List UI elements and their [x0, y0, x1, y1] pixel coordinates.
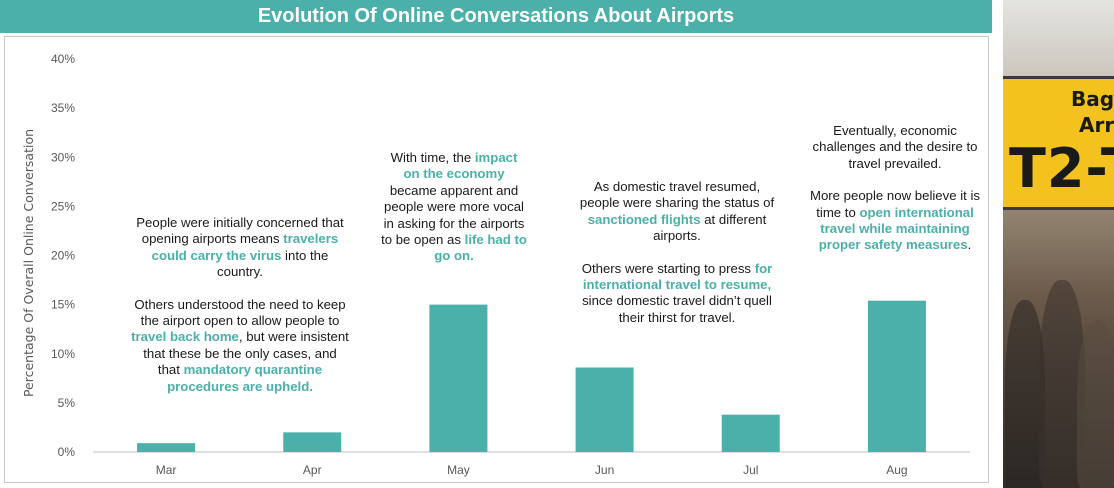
- bar-apr: [283, 432, 342, 452]
- terminal-sign: Bagg Arri T2-T: [1003, 76, 1114, 210]
- gridlines: [93, 451, 970, 453]
- x-tick-label: Aug: [886, 463, 907, 477]
- y-tick-label: 35%: [51, 101, 75, 115]
- annotation-aug-p1: Eventually, economic challenges and the …: [812, 123, 978, 171]
- sign-baggage-text: Bagg: [1071, 87, 1114, 111]
- x-tick-label: Mar: [156, 463, 177, 477]
- x-tick-label: Jun: [595, 463, 614, 477]
- bar-jul: [721, 414, 780, 452]
- bar-chart: 0% 5% 10% 15% 20% 25% 30% 35% 40% Mar Apr May Jun Ju…: [21, 52, 970, 477]
- annotation-jun-p1: As domestic travel resumed, people were …: [579, 179, 775, 244]
- y-axis-label: Percentage Of Overall Online Conversatio…: [21, 129, 36, 397]
- y-tick-label: 30%: [51, 150, 75, 164]
- y-axis-ticks: 0% 5% 10% 15% 20% 25% 30% 35% 40%: [51, 52, 75, 459]
- chart-frame: 0% 5% 10% 15% 20% 25% 30% 35% 40% Mar Apr May Jun Ju…: [4, 36, 989, 483]
- annotation-mar-apr-p1: People were initially concerned that ope…: [136, 215, 344, 280]
- x-axis-ticks: Mar Apr May Jun Jul Aug: [156, 463, 908, 477]
- annotation-may: With time, the impact on the economy bec…: [381, 150, 527, 265]
- sign-arrivals-text: Arri: [1079, 113, 1114, 137]
- annotation-may-p1: With time, the impact on the economy bec…: [381, 150, 527, 264]
- bar-may: [429, 304, 488, 452]
- y-tick-label: 5%: [58, 396, 76, 410]
- y-tick-label: 25%: [51, 199, 75, 213]
- y-tick-label: 0%: [58, 445, 76, 459]
- annotation-aug-p2: More people now believe it is time to op…: [809, 188, 981, 253]
- sign-terminal-text: T2-T: [1009, 137, 1114, 200]
- annotation-aug: Eventually, economic challenges and the …: [807, 123, 983, 254]
- crowd-silhouette: [1077, 320, 1114, 488]
- bar-aug: [867, 300, 926, 452]
- annotation-mar-apr: People were initially concerned that ope…: [131, 215, 349, 395]
- y-tick-label: 20%: [51, 249, 75, 263]
- y-tick-label: 40%: [51, 52, 75, 66]
- annotation-mar-apr-p2: Others understood the need to keep the a…: [131, 296, 349, 394]
- x-tick-label: Apr: [303, 463, 322, 477]
- crowd-silhouette: [1005, 300, 1045, 488]
- bar-jun: [575, 367, 634, 452]
- x-tick-label: Jul: [743, 463, 758, 477]
- x-tick-label: May: [447, 463, 470, 477]
- y-tick-label: 15%: [51, 298, 75, 312]
- annotation-jun-p2: Others were starting to press for intern…: [581, 260, 773, 325]
- annotation-jun: As domestic travel resumed, people were …: [578, 179, 776, 326]
- y-tick-label: 10%: [51, 347, 75, 361]
- bar-mar: [137, 443, 196, 452]
- airport-photo: Bagg Arri T2-T: [1003, 0, 1114, 488]
- bars: [137, 300, 926, 452]
- chart-title: Evolution Of Online Conversations About …: [0, 0, 992, 33]
